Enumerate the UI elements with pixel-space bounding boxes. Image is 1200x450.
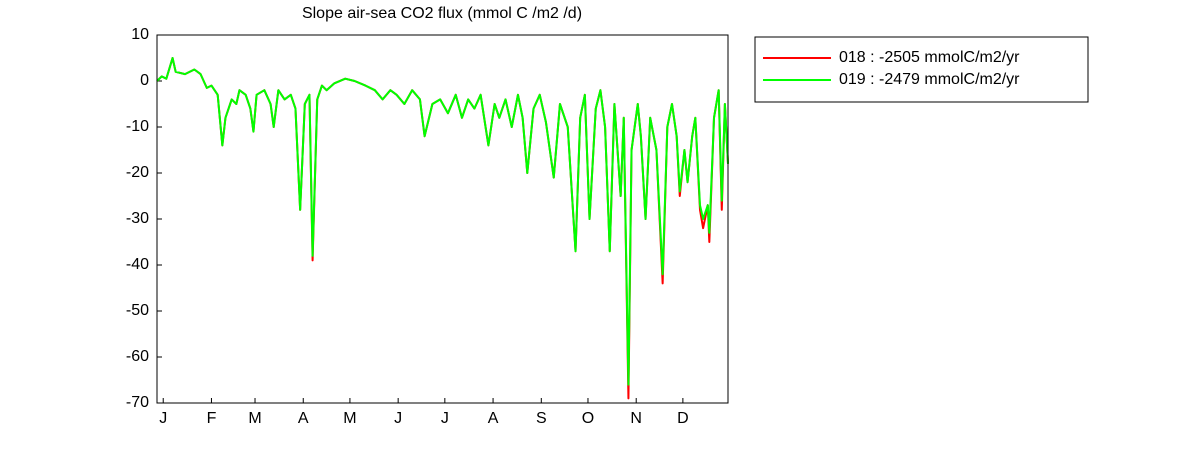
y-tick-label: 0 <box>140 72 149 89</box>
y-tick-label: 10 <box>131 26 149 43</box>
y-tick-label: -30 <box>126 210 149 227</box>
x-tick-label: M <box>343 410 356 427</box>
plot-frame <box>156 34 729 404</box>
y-tick-label: -70 <box>126 394 149 411</box>
x-tick-label: J <box>441 410 449 427</box>
y-tick-label: -40 <box>126 256 149 273</box>
legend-label: 019 : -2479 mmolC/m2/yr <box>839 71 1020 88</box>
x-tick-label: O <box>582 410 594 427</box>
x-tick-label: N <box>630 410 642 427</box>
chart-title: Slope air-sea CO2 flux (mmol C /m2 /d) <box>302 5 582 22</box>
x-tick-label: J <box>394 410 402 427</box>
y-tick-label: -10 <box>126 118 149 135</box>
x-tick-label: F <box>207 410 217 427</box>
x-tick-label: M <box>248 410 261 427</box>
legend-label: 018 : -2505 mmolC/m2/yr <box>839 49 1020 66</box>
x-tick-label: D <box>677 410 689 427</box>
y-tick-label: -50 <box>126 302 149 319</box>
x-tick-label: J <box>159 410 167 427</box>
legend-box <box>754 36 1089 103</box>
x-tick-label: A <box>298 410 309 427</box>
plot-area <box>157 35 728 403</box>
x-tick-label: S <box>536 410 547 427</box>
y-tick-label: -60 <box>126 348 149 365</box>
x-tick-label: A <box>488 410 499 427</box>
y-tick-label: -20 <box>126 164 149 181</box>
series-line <box>156 57 729 386</box>
